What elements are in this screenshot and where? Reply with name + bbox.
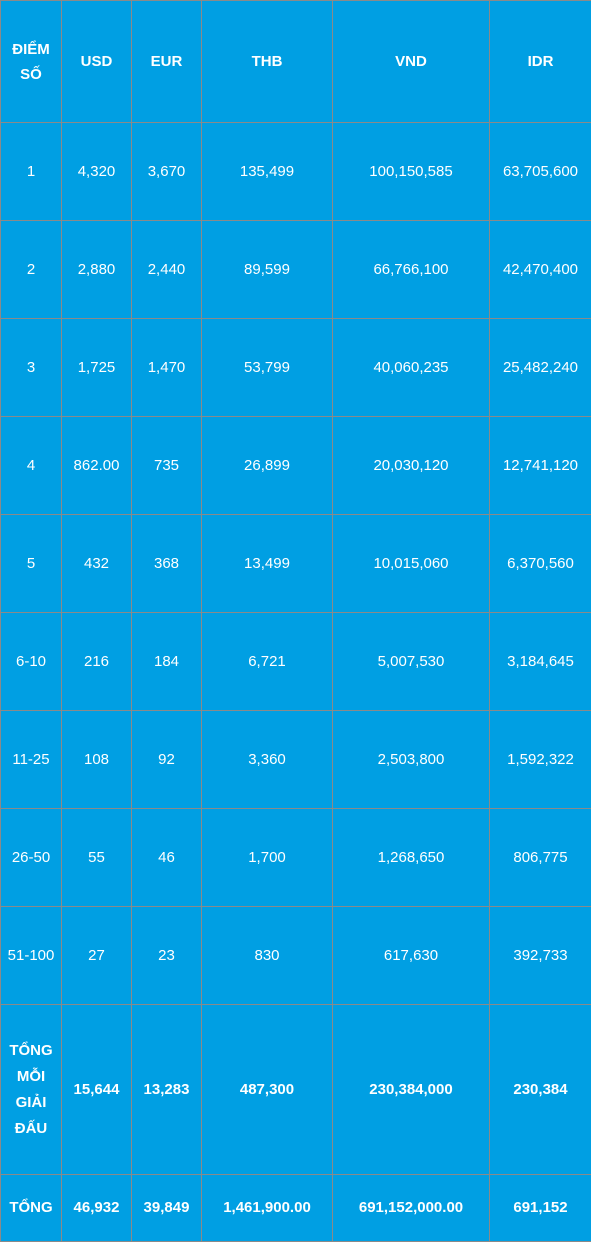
usd-total-cell: 15,644 — [61, 1004, 132, 1175]
vnd-total-cell: 230,384,000 — [332, 1004, 490, 1175]
table-row: 6-10 216 184 6,721 5,007,530 3,184,645 — [0, 612, 591, 711]
eur-cell: 2,440 — [131, 220, 202, 319]
vnd-cell: 2,503,800 — [332, 710, 490, 809]
eur-grand-total-cell: 39,849 — [131, 1174, 202, 1242]
column-header-rank: ĐIỂM SỐ — [0, 0, 62, 123]
usd-cell: 432 — [61, 514, 132, 613]
vnd-cell: 10,015,060 — [332, 514, 490, 613]
vnd-grand-total-cell: 691,152,000.00 — [332, 1174, 490, 1242]
table-row: 5 432 368 13,499 10,015,060 6,370,560 — [0, 514, 591, 613]
table-row: 11-25 108 92 3,360 2,503,800 1,592,322 — [0, 710, 591, 809]
rank-cell: 26-50 — [0, 808, 62, 907]
grand-total-row: TỔNG 46,932 39,849 1,461,900.00 691,152,… — [0, 1174, 591, 1242]
rank-cell: 4 — [0, 416, 62, 515]
thb-cell: 53,799 — [201, 318, 333, 417]
eur-cell: 368 — [131, 514, 202, 613]
idr-grand-total-cell: 691,152 — [489, 1174, 591, 1242]
eur-cell: 23 — [131, 906, 202, 1005]
thb-cell: 13,499 — [201, 514, 333, 613]
vnd-cell: 66,766,100 — [332, 220, 490, 319]
table-row: 26-50 55 46 1,700 1,268,650 806,775 — [0, 808, 591, 907]
usd-cell: 55 — [61, 808, 132, 907]
idr-cell: 12,741,120 — [489, 416, 591, 515]
column-header-usd: USD — [61, 0, 132, 123]
table-row: 4 862.00 735 26,899 20,030,120 12,741,12… — [0, 416, 591, 515]
eur-cell: 1,470 — [131, 318, 202, 417]
header-row: ĐIỂM SỐ USD EUR THB VND IDR — [0, 0, 591, 123]
usd-cell: 27 — [61, 906, 132, 1005]
idr-cell: 3,184,645 — [489, 612, 591, 711]
thb-total-cell: 487,300 — [201, 1004, 333, 1175]
table-row: 51-100 27 23 830 617,630 392,733 — [0, 906, 591, 1005]
column-header-idr: IDR — [489, 0, 591, 123]
vnd-cell: 1,268,650 — [332, 808, 490, 907]
table-row: 2 2,880 2,440 89,599 66,766,100 42,470,4… — [0, 220, 591, 319]
idr-cell: 806,775 — [489, 808, 591, 907]
usd-grand-total-cell: 46,932 — [61, 1174, 132, 1242]
table-row: 1 4,320 3,670 135,499 100,150,585 63,705… — [0, 122, 591, 221]
rank-cell: 2 — [0, 220, 62, 319]
thb-cell: 89,599 — [201, 220, 333, 319]
vnd-cell: 5,007,530 — [332, 612, 490, 711]
rank-cell: 51-100 — [0, 906, 62, 1005]
vnd-cell: 20,030,120 — [332, 416, 490, 515]
rank-cell: 6-10 — [0, 612, 62, 711]
usd-cell: 216 — [61, 612, 132, 711]
eur-cell: 46 — [131, 808, 202, 907]
usd-cell: 108 — [61, 710, 132, 809]
rank-cell: 1 — [0, 122, 62, 221]
eur-cell: 184 — [131, 612, 202, 711]
vnd-cell: 40,060,235 — [332, 318, 490, 417]
eur-cell: 3,670 — [131, 122, 202, 221]
idr-cell: 42,470,400 — [489, 220, 591, 319]
usd-cell: 1,725 — [61, 318, 132, 417]
idr-total-cell: 230,384 — [489, 1004, 591, 1175]
table-row: 3 1,725 1,470 53,799 40,060,235 25,482,2… — [0, 318, 591, 417]
eur-total-cell: 13,283 — [131, 1004, 202, 1175]
usd-cell: 4,320 — [61, 122, 132, 221]
thb-cell: 830 — [201, 906, 333, 1005]
thb-cell: 3,360 — [201, 710, 333, 809]
idr-cell: 6,370,560 — [489, 514, 591, 613]
vnd-cell: 100,150,585 — [332, 122, 490, 221]
vnd-cell: 617,630 — [332, 906, 490, 1005]
usd-cell: 862.00 — [61, 416, 132, 515]
rank-cell: 3 — [0, 318, 62, 417]
idr-cell: 1,592,322 — [489, 710, 591, 809]
idr-cell: 63,705,600 — [489, 122, 591, 221]
total-per-tournament-label: TỔNG MỖI GIẢI ĐẤU — [0, 1004, 62, 1175]
rank-cell: 11-25 — [0, 710, 62, 809]
thb-cell: 26,899 — [201, 416, 333, 515]
eur-cell: 735 — [131, 416, 202, 515]
thb-cell: 135,499 — [201, 122, 333, 221]
column-header-eur: EUR — [131, 0, 202, 123]
column-header-thb: THB — [201, 0, 333, 123]
column-header-vnd: VND — [332, 0, 490, 123]
total-per-tournament-row: TỔNG MỖI GIẢI ĐẤU 15,644 13,283 487,300 … — [0, 1004, 591, 1175]
grand-total-label: TỔNG — [0, 1174, 62, 1242]
eur-cell: 92 — [131, 710, 202, 809]
usd-cell: 2,880 — [61, 220, 132, 319]
idr-cell: 392,733 — [489, 906, 591, 1005]
rank-cell: 5 — [0, 514, 62, 613]
thb-cell: 6,721 — [201, 612, 333, 711]
thb-grand-total-cell: 1,461,900.00 — [201, 1174, 333, 1242]
thb-cell: 1,700 — [201, 808, 333, 907]
idr-cell: 25,482,240 — [489, 318, 591, 417]
